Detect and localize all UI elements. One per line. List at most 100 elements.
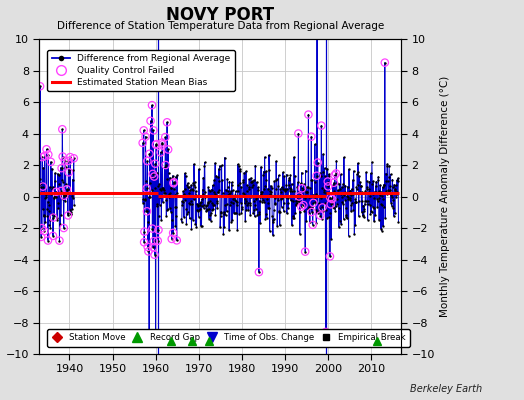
Point — [201, 194, 210, 200]
Point — [205, 216, 213, 222]
Point — [310, 194, 319, 201]
Point — [277, 196, 285, 202]
Point — [348, 177, 357, 183]
Point — [286, 188, 294, 194]
Point — [386, 187, 394, 193]
Point — [259, 171, 267, 178]
Point — [325, 173, 333, 179]
Point — [316, 212, 324, 219]
Point — [54, 200, 62, 206]
Point — [38, 154, 47, 160]
Point — [202, 203, 210, 209]
Point — [374, 198, 382, 204]
Point — [232, 188, 240, 195]
Point — [276, 186, 285, 192]
Y-axis label: Monthly Temperature Anomaly Difference (°C): Monthly Temperature Anomaly Difference (… — [440, 76, 450, 317]
Point — [264, 204, 272, 211]
Point — [297, 180, 305, 187]
Point — [251, 162, 259, 169]
Point — [165, 191, 173, 198]
Point — [305, 194, 314, 200]
Point — [319, 169, 327, 176]
Point — [206, 188, 214, 194]
Point — [143, 185, 151, 192]
Point — [173, 172, 181, 179]
Point — [191, 221, 200, 228]
Point — [155, 181, 163, 187]
Point — [311, 191, 320, 197]
Point — [203, 202, 212, 208]
Point — [192, 192, 200, 199]
Point — [45, 222, 53, 228]
Point — [297, 204, 305, 210]
Point — [149, 244, 157, 250]
Point — [368, 204, 377, 210]
Point — [147, 174, 155, 180]
Title: NOVY PORT: NOVY PORT — [166, 6, 274, 24]
Point — [297, 204, 305, 210]
Point — [342, 205, 350, 211]
Point — [379, 196, 388, 202]
Point — [290, 214, 299, 221]
Point — [54, 204, 62, 211]
Point — [249, 210, 257, 217]
Point — [227, 179, 236, 186]
Point — [56, 193, 64, 200]
Point — [365, 178, 374, 185]
Point — [284, 199, 292, 206]
Point — [181, 173, 190, 179]
Point — [351, 199, 359, 206]
Point — [359, 212, 367, 218]
Point — [154, 238, 162, 244]
Point — [304, 112, 313, 118]
Point — [39, 164, 48, 171]
Point — [39, 184, 47, 190]
Point — [294, 130, 302, 137]
Point — [63, 186, 71, 192]
Point — [354, 160, 362, 166]
Point — [309, 200, 318, 206]
Point — [364, 201, 372, 207]
Point — [259, 197, 267, 203]
Point — [44, 151, 52, 158]
Point — [211, 212, 220, 218]
Point — [139, 196, 148, 202]
Point — [265, 152, 273, 158]
Point — [376, 182, 385, 188]
Point — [239, 191, 248, 197]
Point — [165, 170, 173, 176]
Point — [357, 209, 366, 216]
Point — [143, 158, 151, 164]
Point — [187, 226, 195, 232]
Point — [276, 209, 284, 215]
Point — [353, 186, 361, 192]
Point — [178, 202, 187, 209]
Point — [282, 172, 291, 178]
Point — [190, 161, 198, 167]
Point — [257, 190, 265, 197]
Point — [218, 193, 226, 199]
Point — [335, 224, 343, 230]
Point — [323, 165, 331, 172]
Point — [239, 177, 248, 184]
Point — [160, 187, 168, 193]
Point — [382, 188, 390, 194]
Point — [279, 193, 288, 199]
Point — [148, 226, 157, 232]
Point — [158, 139, 166, 146]
Point — [220, 224, 228, 230]
Point — [64, 158, 73, 164]
Point — [332, 158, 341, 164]
Point — [58, 165, 66, 171]
Point — [369, 178, 377, 184]
Point — [247, 194, 256, 200]
Point — [66, 154, 74, 160]
Point — [168, 236, 176, 242]
Point — [353, 182, 362, 188]
Point — [381, 215, 389, 222]
Point — [308, 209, 316, 215]
Point — [170, 179, 178, 186]
Point — [339, 198, 347, 205]
Point — [185, 200, 193, 206]
Point — [328, 200, 336, 206]
